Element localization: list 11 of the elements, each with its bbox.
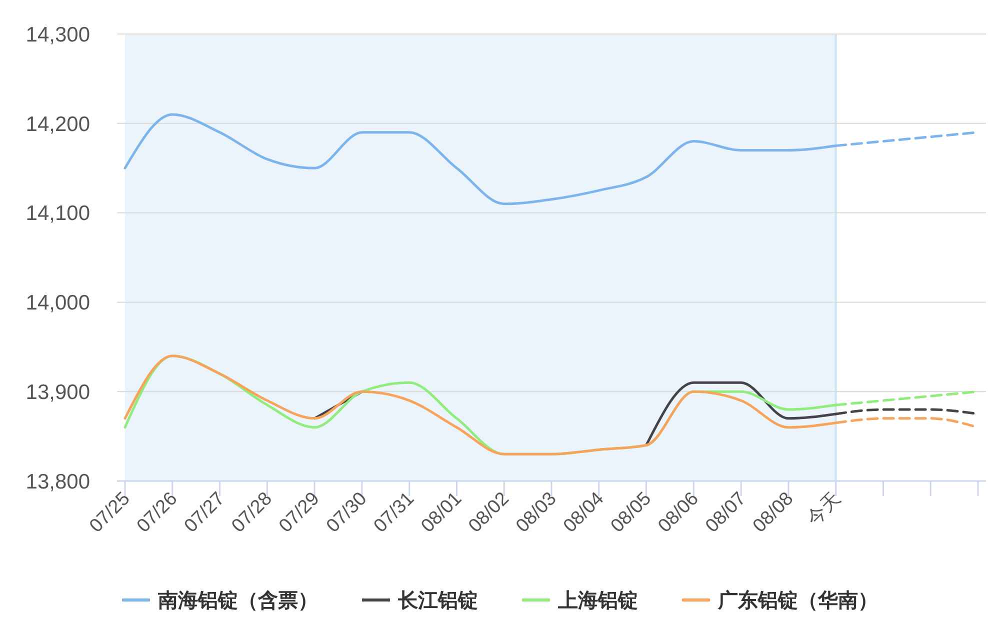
x-tick-label: 今天 [803, 488, 846, 530]
legend-label: 长江铝锭 [397, 590, 478, 612]
legend-label: 南海铝锭（含票） [157, 589, 318, 612]
y-tick-label: 13,900 [26, 380, 90, 404]
y-tick-label: 14,300 [26, 23, 90, 46]
y-tick-label: 13,800 [26, 470, 90, 494]
y-tick-label: 14,100 [26, 202, 90, 226]
y-tick-label: 14,000 [26, 292, 90, 315]
legend-label: 广东铝锭（华南） [717, 589, 878, 612]
y-tick-label: 14,200 [26, 112, 90, 136]
legend-label: 上海铝锭 [557, 590, 638, 612]
